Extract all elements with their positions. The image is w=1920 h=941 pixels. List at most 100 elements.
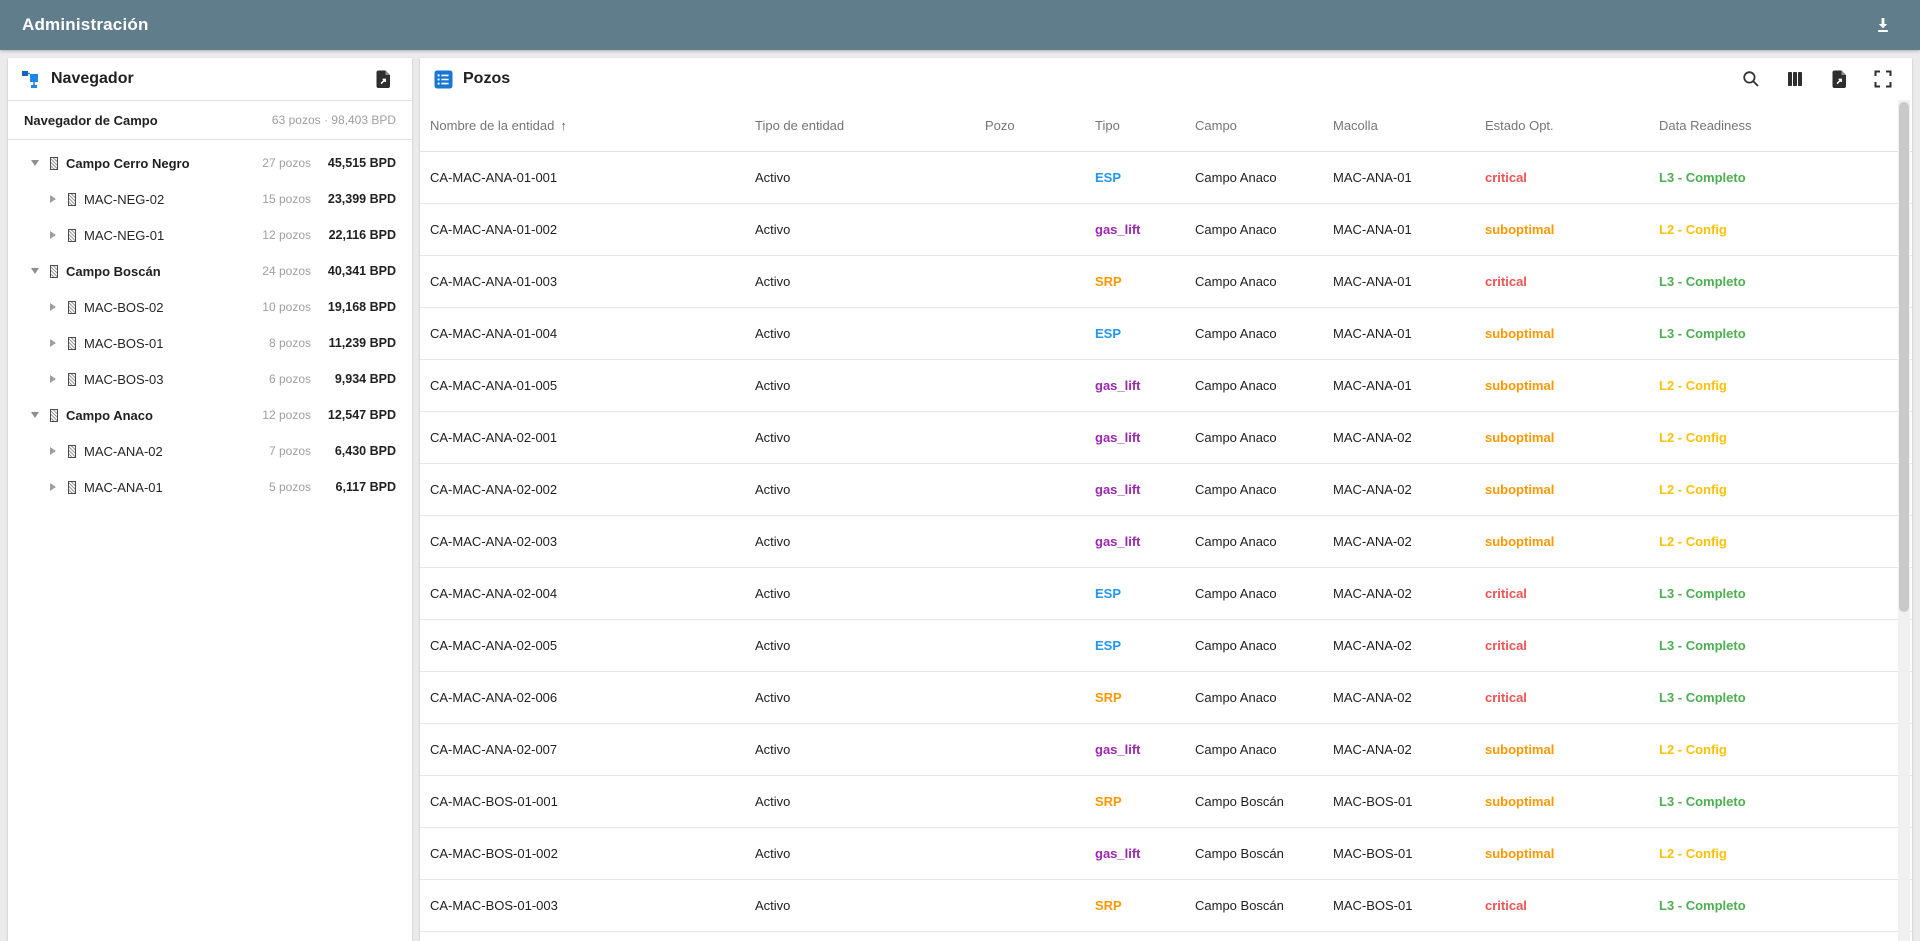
cell-campo: Campo Boscán bbox=[1195, 898, 1284, 913]
column-header-macolla[interactable]: Macolla bbox=[1333, 118, 1485, 133]
column-header-pozo[interactable]: Pozo bbox=[985, 118, 1095, 133]
cell-tipo_entidad: Activo bbox=[755, 430, 791, 445]
table-row[interactable]: CA-MAC-BOS-01-002 Activo gas_lift Campo Bos… bbox=[420, 828, 1912, 880]
tree-item-mac-bos-01[interactable]: MAC-BOS-01 8 pozos 11,239 BPD bbox=[8, 325, 412, 361]
cell-estado: suboptimal bbox=[1485, 482, 1555, 497]
tree-item-mac-bos-02[interactable]: MAC-BOS-02 10 pozos 19,168 BPD bbox=[8, 289, 412, 325]
cell-macolla: MAC-ANA-02 bbox=[1333, 430, 1412, 445]
cell-tipo_entidad: Activo bbox=[755, 274, 791, 289]
table-row[interactable]: CA-MAC-ANA-01-002 Activo gas_lift Campo Ana… bbox=[420, 204, 1912, 256]
cell-tipo: ESP bbox=[1095, 326, 1122, 341]
missing-glyph-icon bbox=[68, 480, 76, 494]
scrollbar-thumb[interactable] bbox=[1899, 102, 1909, 612]
table-row[interactable]: CA-MAC-ANA-02-002 Activo gas_lift Campo Ana… bbox=[420, 464, 1912, 516]
field-navigator-summary[interactable]: Navegador de Campo 63 pozos · 98,403 BPD bbox=[8, 101, 412, 139]
table-row[interactable]: CA-MAC-ANA-02-006 Activo SRP Campo Anaco MAC… bbox=[420, 672, 1912, 724]
tree-item-bpd: 6,430 BPD bbox=[334, 444, 396, 458]
table-row[interactable]: CA-MAC-ANA-02-003 Activo gas_lift Campo Ana… bbox=[420, 516, 1912, 568]
tree-item-mac-ana-01[interactable]: MAC-ANA-01 5 pozos 6,117 BPD bbox=[8, 469, 412, 505]
caret-right-icon[interactable] bbox=[46, 444, 60, 458]
caret-right-icon[interactable] bbox=[46, 228, 60, 242]
caret-down-icon[interactable] bbox=[28, 408, 42, 422]
export-report-button[interactable] bbox=[368, 64, 398, 94]
cell-campo: Campo Anaco bbox=[1195, 430, 1277, 445]
tree-item-pozos-count: 12 pozos bbox=[262, 228, 311, 242]
vertical-scrollbar[interactable] bbox=[1898, 100, 1910, 941]
table-row[interactable]: CA-MAC-ANA-01-005 Activo gas_lift Campo Ana… bbox=[420, 360, 1912, 412]
column-header-campo[interactable]: Campo bbox=[1195, 118, 1333, 133]
tree-item-campo-cerro-negro[interactable]: Campo Cerro Negro 27 pozos 45,515 BPD bbox=[8, 145, 412, 181]
cell-tipo: gas_lift bbox=[1095, 378, 1141, 393]
table-row[interactable]: CA-MAC-BOS-01-001 Activo SRP Campo Boscán MA… bbox=[420, 776, 1912, 828]
cell-tipo_entidad: Activo bbox=[755, 170, 791, 185]
column-header-nombre-de-la-entidad[interactable]: Nombre de la entidad ↑ bbox=[430, 118, 755, 133]
tree-item-mac-bos-03[interactable]: MAC-BOS-03 6 pozos 9,934 BPD bbox=[8, 361, 412, 397]
tree-item-mac-neg-01[interactable]: MAC-NEG-01 12 pozos 22,116 BPD bbox=[8, 217, 412, 253]
table-row[interactable]: CA-MAC-ANA-02-007 Activo gas_lift Campo Ana… bbox=[420, 724, 1912, 776]
tree-item-mac-ana-02[interactable]: MAC-ANA-02 7 pozos 6,430 BPD bbox=[8, 433, 412, 469]
caret-right-icon[interactable] bbox=[46, 300, 60, 314]
cell-name: CA-MAC-ANA-01-004 bbox=[430, 326, 558, 341]
column-header-label: Data Readiness bbox=[1659, 118, 1752, 133]
table-row[interactable]: CA-MAC-ANA-01-003 Activo SRP Campo Anaco MAC… bbox=[420, 256, 1912, 308]
tree-item-campo-bosc-n[interactable]: Campo Boscán 24 pozos 40,341 BPD bbox=[8, 253, 412, 289]
column-header-tipo[interactable]: Tipo bbox=[1095, 118, 1195, 133]
cell-tipo: SRP bbox=[1095, 274, 1122, 289]
cell-macolla: MAC-ANA-01 bbox=[1333, 378, 1412, 393]
column-header-tipo-de-entidad[interactable]: Tipo de entidad bbox=[755, 118, 985, 133]
table-row[interactable]: CA-MAC-ANA-01-004 Activo ESP Campo Anaco MAC… bbox=[420, 308, 1912, 360]
missing-glyph-icon bbox=[68, 444, 76, 458]
download-button[interactable] bbox=[1868, 10, 1898, 40]
export-table-button[interactable] bbox=[1824, 64, 1854, 94]
cell-tipo_entidad: Activo bbox=[755, 846, 791, 861]
column-header-data-readiness[interactable]: Data Readiness bbox=[1659, 118, 1882, 133]
cell-name: CA-MAC-ANA-01-001 bbox=[430, 170, 558, 185]
columns-button[interactable] bbox=[1780, 64, 1810, 94]
cell-readiness: L2 - Config bbox=[1659, 482, 1727, 497]
caret-right-icon[interactable] bbox=[46, 192, 60, 206]
caret-right-icon[interactable] bbox=[46, 372, 60, 386]
table-row[interactable]: CA-MAC-ANA-02-004 Activo ESP Campo Anaco MAC… bbox=[420, 568, 1912, 620]
tree-item-bpd: 9,934 BPD bbox=[334, 372, 396, 386]
missing-glyph-icon bbox=[50, 264, 58, 278]
cell-campo: Campo Anaco bbox=[1195, 742, 1277, 757]
tree-item-pozos-count: 27 pozos bbox=[262, 156, 311, 170]
table-row[interactable]: CA-MAC-ANA-02-001 Activo gas_lift Campo Ana… bbox=[420, 412, 1912, 464]
table-row[interactable]: CA-MAC-ANA-02-005 Activo ESP Campo Anaco MAC… bbox=[420, 620, 1912, 672]
column-header-label: Tipo de entidad bbox=[755, 118, 845, 133]
cell-tipo_entidad: Activo bbox=[755, 794, 791, 809]
cell-name: CA-MAC-ANA-02-002 bbox=[430, 482, 558, 497]
cell-estado: critical bbox=[1485, 690, 1527, 705]
tree-item-main: Campo Anaco bbox=[8, 408, 231, 423]
cell-campo: Campo Anaco bbox=[1195, 482, 1277, 497]
tree-item-main: Campo Boscán bbox=[8, 264, 231, 279]
tree-item-pozos-count: 10 pozos bbox=[262, 300, 311, 314]
cell-campo: Campo Anaco bbox=[1195, 170, 1277, 185]
caret-right-icon[interactable] bbox=[46, 336, 60, 350]
table-row[interactable]: CA-MAC-ANA-01-001 Activo ESP Campo Anaco MAC… bbox=[420, 152, 1912, 204]
missing-glyph-icon bbox=[50, 156, 58, 170]
cell-tipo: gas_lift bbox=[1095, 742, 1141, 757]
cell-tipo: gas_lift bbox=[1095, 846, 1141, 861]
cell-estado: suboptimal bbox=[1485, 326, 1555, 341]
search-button[interactable] bbox=[1736, 64, 1766, 94]
cell-macolla: MAC-BOS-01 bbox=[1333, 846, 1413, 861]
cell-estado: critical bbox=[1485, 170, 1527, 185]
tree-item-mac-neg-02[interactable]: MAC-NEG-02 15 pozos 23,399 BPD bbox=[8, 181, 412, 217]
cell-macolla: MAC-ANA-01 bbox=[1333, 222, 1412, 237]
cell-name: CA-MAC-ANA-01-002 bbox=[430, 222, 558, 237]
table-row[interactable]: CA-MAC-BOS-01-003 Activo SRP Campo Boscán MA… bbox=[420, 880, 1912, 932]
caret-down-icon[interactable] bbox=[28, 264, 42, 278]
tree-item-main: MAC-BOS-03 bbox=[8, 372, 231, 387]
tree-item-campo-anaco[interactable]: Campo Anaco 12 pozos 12,547 BPD bbox=[8, 397, 412, 433]
fullscreen-button[interactable] bbox=[1868, 64, 1898, 94]
cell-tipo_entidad: Activo bbox=[755, 378, 791, 393]
app-header: Administración bbox=[0, 0, 1920, 50]
column-header-estado-opt-[interactable]: Estado Opt. bbox=[1485, 118, 1659, 133]
cell-tipo: gas_lift bbox=[1095, 222, 1141, 237]
caret-down-icon[interactable] bbox=[28, 156, 42, 170]
tree-item-main: MAC-BOS-01 bbox=[8, 336, 231, 351]
caret-right-icon[interactable] bbox=[46, 480, 60, 494]
cell-tipo_entidad: Activo bbox=[755, 534, 791, 549]
tree-item-bpd: 45,515 BPD bbox=[327, 156, 396, 170]
